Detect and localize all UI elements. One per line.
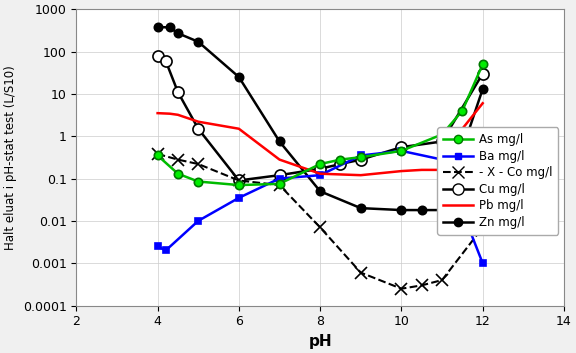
- Pb mg/l: [479, 101, 486, 105]
- - X - Co mg/l: [276, 183, 283, 187]
- Pb mg/l: [236, 127, 242, 131]
- Pb mg/l: [154, 111, 161, 115]
- Zn mg/l: [166, 25, 173, 30]
- As mg/l: [357, 155, 364, 159]
- Ba mg/l: [236, 196, 242, 200]
- Zn mg/l: [479, 87, 486, 91]
- Pb mg/l: [357, 173, 364, 177]
- Cu mg/l: [175, 90, 181, 94]
- As mg/l: [337, 157, 344, 162]
- As mg/l: [175, 172, 181, 176]
- Pb mg/l: [175, 113, 181, 117]
- As mg/l: [479, 62, 486, 66]
- Cu mg/l: [337, 162, 344, 166]
- Cu mg/l: [438, 139, 445, 144]
- Cu mg/l: [479, 72, 486, 76]
- Zn mg/l: [438, 208, 445, 212]
- Zn mg/l: [175, 31, 181, 35]
- Ba mg/l: [398, 149, 405, 153]
- Cu mg/l: [317, 167, 324, 171]
- Cu mg/l: [195, 127, 202, 131]
- As mg/l: [438, 132, 445, 137]
- Pb mg/l: [317, 172, 324, 176]
- Pb mg/l: [438, 168, 445, 172]
- Zn mg/l: [236, 75, 242, 79]
- - X - Co mg/l: [236, 178, 242, 183]
- Ba mg/l: [479, 261, 486, 265]
- Zn mg/l: [154, 25, 161, 29]
- Cu mg/l: [357, 157, 364, 162]
- Ba mg/l: [195, 219, 202, 223]
- As mg/l: [154, 153, 161, 157]
- X-axis label: pH: pH: [308, 334, 332, 349]
- As mg/l: [398, 149, 405, 153]
- Pb mg/l: [276, 157, 283, 162]
- As mg/l: [276, 182, 283, 186]
- As mg/l: [236, 183, 242, 187]
- Cu mg/l: [236, 178, 242, 183]
- As mg/l: [459, 109, 466, 113]
- Ba mg/l: [162, 249, 169, 253]
- Zn mg/l: [357, 206, 364, 210]
- Legend: As mg/l, Ba mg/l, - X - Co mg/l, Cu mg/l, Pb mg/l, Zn mg/l: As mg/l, Ba mg/l, - X - Co mg/l, Cu mg/l…: [437, 127, 558, 235]
- Ba mg/l: [357, 153, 364, 157]
- Line: Ba mg/l: Ba mg/l: [154, 148, 486, 267]
- - X - Co mg/l: [438, 278, 445, 282]
- Zn mg/l: [398, 208, 405, 212]
- Ba mg/l: [317, 173, 324, 177]
- Pb mg/l: [418, 168, 425, 172]
- Zn mg/l: [418, 208, 425, 212]
- Cu mg/l: [276, 173, 283, 177]
- Y-axis label: Halt eluat i pH-stat test (L/S10): Halt eluat i pH-stat test (L/S10): [4, 65, 17, 250]
- Ba mg/l: [154, 244, 161, 249]
- Zn mg/l: [195, 40, 202, 44]
- Line: - X - Co mg/l: - X - Co mg/l: [151, 148, 489, 295]
- - X - Co mg/l: [357, 270, 364, 275]
- Pb mg/l: [166, 112, 173, 116]
- Ba mg/l: [438, 157, 445, 162]
- Cu mg/l: [398, 145, 405, 149]
- - X - Co mg/l: [418, 283, 425, 287]
- Ba mg/l: [276, 176, 283, 181]
- Zn mg/l: [276, 139, 283, 144]
- - X - Co mg/l: [398, 287, 405, 291]
- Line: Zn mg/l: Zn mg/l: [153, 23, 487, 214]
- - X - Co mg/l: [479, 225, 486, 229]
- - X - Co mg/l: [317, 225, 324, 229]
- - X - Co mg/l: [195, 162, 202, 166]
- Line: Cu mg/l: Cu mg/l: [152, 50, 488, 186]
- Line: As mg/l: As mg/l: [153, 60, 487, 189]
- Cu mg/l: [154, 54, 161, 58]
- - X - Co mg/l: [154, 152, 161, 156]
- As mg/l: [317, 162, 324, 166]
- Pb mg/l: [195, 120, 202, 124]
- As mg/l: [195, 179, 202, 184]
- Pb mg/l: [459, 127, 466, 131]
- - X - Co mg/l: [175, 157, 181, 162]
- Zn mg/l: [317, 189, 324, 193]
- Cu mg/l: [162, 59, 169, 63]
- Line: Pb mg/l: Pb mg/l: [158, 103, 483, 175]
- Pb mg/l: [398, 169, 405, 173]
